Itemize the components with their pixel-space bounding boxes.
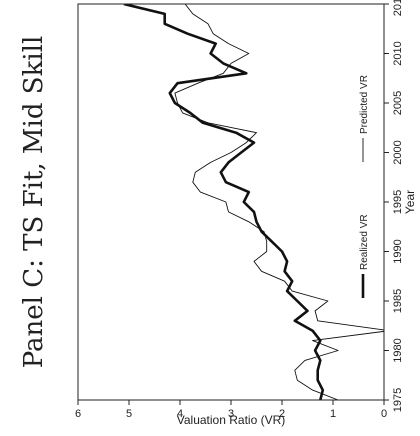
year-tick-label: 1980 bbox=[392, 338, 404, 362]
vr-tick-label: 3 bbox=[228, 408, 234, 420]
legend-label-predicted: Predicted VR bbox=[359, 75, 370, 134]
vr-tick-label: 5 bbox=[126, 408, 132, 420]
year-tick-label: 1975 bbox=[392, 388, 404, 412]
predicted-vr-line bbox=[174, 4, 384, 400]
year-tick-label: 2000 bbox=[392, 140, 404, 164]
x-axis-label: Year bbox=[403, 190, 417, 214]
axis-ticks: 0 1 2 3 4 5 6 1975 1980 1985 1990 1995 2000 2005 2010 2… bbox=[75, 0, 404, 420]
year-tick-label: 2015 bbox=[392, 0, 404, 16]
realized-vr-line bbox=[123, 4, 325, 400]
vr-tick-label: 4 bbox=[177, 408, 183, 420]
year-tick-label: 1995 bbox=[392, 190, 404, 214]
year-tick-label: 2005 bbox=[392, 91, 404, 115]
legend-label-realized: Realized VR bbox=[359, 214, 370, 270]
year-tick-label: 2010 bbox=[392, 41, 404, 65]
vr-tick-label: 6 bbox=[75, 408, 81, 420]
plot-series bbox=[123, 4, 384, 400]
year-tick-label: 1990 bbox=[392, 239, 404, 263]
chart-title: Panel C: TS Fit, Mid Skill bbox=[19, 36, 49, 369]
year-tick-label: 1985 bbox=[392, 289, 404, 313]
vr-tick-label: 0 bbox=[381, 408, 387, 420]
chart-legend: Realized VR Predicted VR bbox=[359, 75, 370, 298]
plot-area-frame bbox=[77, 3, 385, 401]
vr-tick-label: 2 bbox=[279, 408, 285, 420]
y-axis-label: Valuation Ratio (VR) bbox=[177, 413, 286, 427]
vr-tick-label: 1 bbox=[330, 408, 336, 420]
